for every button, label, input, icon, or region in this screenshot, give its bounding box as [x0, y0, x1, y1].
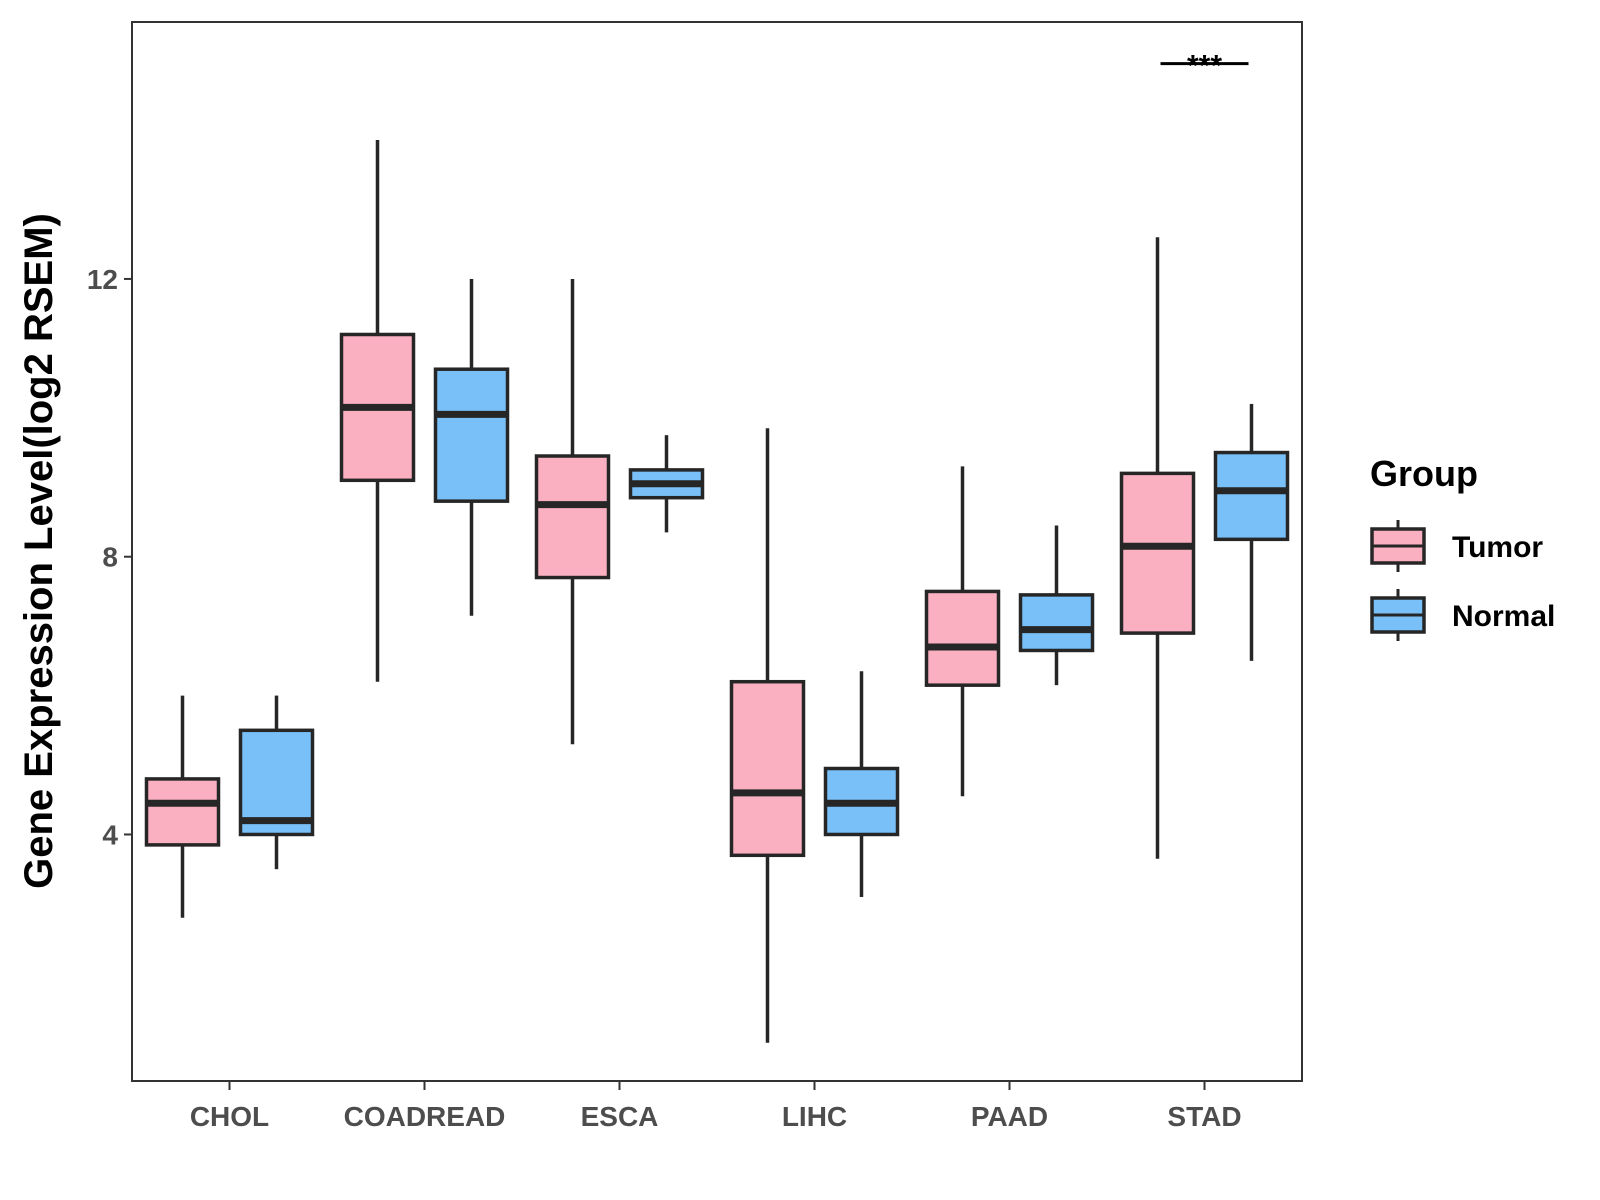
y-tick-label: 8: [102, 542, 118, 573]
y-tick-label: 12: [87, 264, 118, 295]
x-tick-label-stad: STAD: [1167, 1101, 1241, 1132]
plot-area: 4 8 12 CHOL COADREAD ESCA LIHC PAAD STAD ***: [87, 50, 1290, 1132]
y-axis-title: Gene Expression Level(log2 RSEM): [17, 213, 61, 889]
legend-label-normal: Normal: [1452, 600, 1555, 633]
y-tick-label: 4: [102, 819, 118, 850]
x-tick-label-coadread: COADREAD: [344, 1101, 506, 1132]
tumor-chol-box: [144, 777, 221, 847]
x-tick-label-paad: PAAD: [971, 1101, 1048, 1132]
plot-panel-border: [131, 21, 1303, 1082]
legend: Tumor Normal: [1370, 520, 1555, 641]
normal-coadread-box: [433, 367, 510, 503]
normal-paad-box: [1018, 593, 1095, 653]
tumor-paad-box: [924, 589, 1001, 687]
tumor-lihc-box: [729, 679, 806, 858]
x-tick-label-chol: CHOL: [190, 1101, 269, 1132]
tumor-esca-box: [534, 454, 611, 580]
legend-title: Group: [1370, 453, 1478, 494]
normal-stad-box: [1213, 450, 1290, 542]
tumor-stad-box: [1119, 471, 1196, 635]
legend-label-tumor: Tumor: [1452, 531, 1543, 564]
x-tick-label-esca: ESCA: [581, 1101, 659, 1132]
significance-label: ***: [1187, 50, 1222, 83]
x-tick-label-lihc: LIHC: [782, 1101, 847, 1132]
